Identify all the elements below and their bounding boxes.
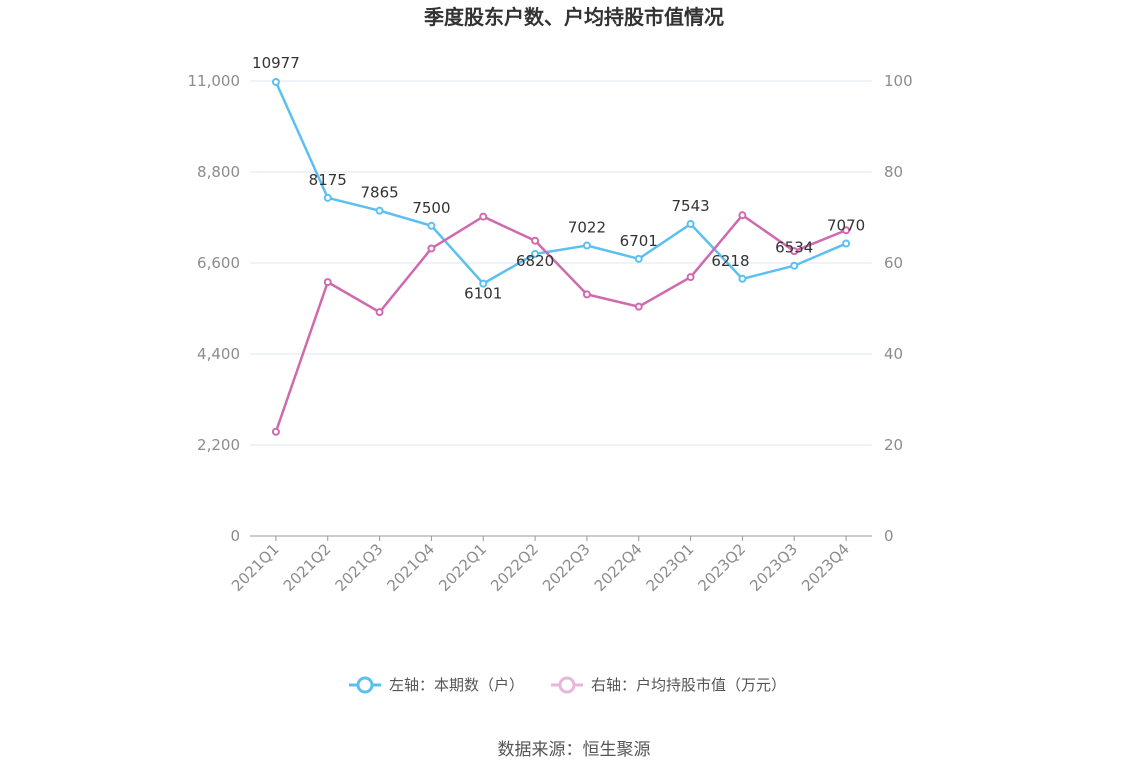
chart-title: 季度股东户数、户均持股市值情况: [423, 5, 724, 29]
left-axis-ticks: 0 2,200 4,400 6,600 8,800 11,000: [188, 72, 241, 545]
right-axis-ticks: 0 20 40 60 80 100: [884, 72, 913, 545]
data-point[interactable]: [531, 249, 540, 258]
x-tick-label: 2023Q1: [643, 540, 698, 595]
data-label: 6820: [516, 252, 554, 270]
data-point[interactable]: [634, 302, 643, 311]
legend-label-left: 左轴：本期数（户）: [389, 676, 524, 694]
x-axis: 2021Q12021Q22021Q32021Q42022Q12022Q22022…: [228, 535, 872, 595]
data-point[interactable]: [271, 77, 280, 86]
series-points: [271, 77, 851, 436]
data-point[interactable]: [738, 274, 747, 283]
data-label: 6534: [775, 239, 813, 257]
x-tick-label: 2022Q3: [539, 540, 594, 595]
data-point[interactable]: [738, 211, 747, 220]
left-tick-label: 6,600: [197, 254, 240, 272]
x-tick-label: 2021Q1: [228, 540, 283, 595]
right-tick-label: 100: [884, 72, 913, 90]
data-point[interactable]: [790, 261, 799, 270]
data-point[interactable]: [582, 241, 591, 250]
data-labels: 10977 8175 7865 7500 6101 6820 7022 6701 7543 621…: [252, 54, 865, 303]
data-point[interactable]: [634, 254, 643, 263]
legend-circle-icon: [558, 676, 576, 694]
left-tick-label: 4,400: [197, 345, 240, 363]
data-label: 8175: [309, 171, 347, 189]
data-point[interactable]: [375, 308, 384, 317]
data-label: 6101: [464, 285, 502, 303]
left-tick-label: 2,200: [197, 436, 240, 454]
x-tick-label: 2021Q3: [332, 540, 387, 595]
data-point[interactable]: [271, 427, 280, 436]
data-point[interactable]: [686, 219, 695, 228]
right-tick-label: 0: [884, 527, 894, 545]
left-tick-label: 8,800: [197, 163, 240, 181]
data-point[interactable]: [790, 247, 799, 256]
data-label: 10977: [252, 54, 300, 72]
data-point[interactable]: [427, 221, 436, 230]
legend-circle-icon: [356, 676, 374, 694]
series-lines: [274, 81, 847, 433]
data-label: 7070: [827, 217, 865, 235]
x-tick-label: 2023Q4: [798, 540, 853, 595]
data-point[interactable]: [842, 226, 851, 235]
data-label: 6218: [711, 252, 749, 270]
data-label: 7543: [671, 197, 709, 215]
data-point[interactable]: [375, 206, 384, 215]
source-note: 数据来源：恒生聚源: [498, 740, 651, 760]
grid-lines: [250, 80, 872, 446]
data-label: 7865: [360, 184, 398, 202]
data-point[interactable]: [842, 239, 851, 248]
data-label: 7500: [412, 199, 450, 217]
legend[interactable]: 左轴：本期数（户） 右轴：户均持股市值（万元）: [349, 676, 786, 694]
x-tick-label: 2023Q3: [746, 540, 801, 595]
data-point[interactable]: [427, 244, 436, 253]
x-tick-label: 2022Q1: [435, 540, 490, 595]
data-point[interactable]: [479, 212, 488, 221]
data-point[interactable]: [686, 273, 695, 282]
data-point[interactable]: [582, 290, 591, 299]
legend-label-right: 右轴：户均持股市值（万元）: [591, 676, 786, 694]
data-point[interactable]: [323, 278, 332, 287]
legend-item-left-series[interactable]: 左轴：本期数（户）: [349, 676, 524, 694]
data-point[interactable]: [479, 279, 488, 288]
left-tick-label: 0: [230, 527, 240, 545]
series-line: [274, 213, 847, 433]
x-tick-label: 2022Q2: [487, 540, 542, 595]
data-point[interactable]: [323, 193, 332, 202]
x-tick-label: 2021Q4: [383, 540, 438, 595]
legend-item-right-series[interactable]: 右轴：户均持股市值（万元）: [551, 676, 786, 694]
right-tick-label: 80: [884, 163, 903, 181]
data-label: 7022: [568, 219, 606, 237]
x-tick-label: 2023Q2: [694, 540, 749, 595]
series-line: [274, 81, 847, 286]
x-tick-label: 2021Q2: [280, 540, 335, 595]
data-point[interactable]: [531, 236, 540, 245]
left-tick-label: 11,000: [188, 72, 241, 90]
x-tick-label: 2022Q4: [591, 540, 646, 595]
right-tick-label: 40: [884, 345, 903, 363]
data-label: 6701: [620, 232, 658, 250]
right-tick-label: 60: [884, 254, 903, 272]
right-tick-label: 20: [884, 436, 903, 454]
